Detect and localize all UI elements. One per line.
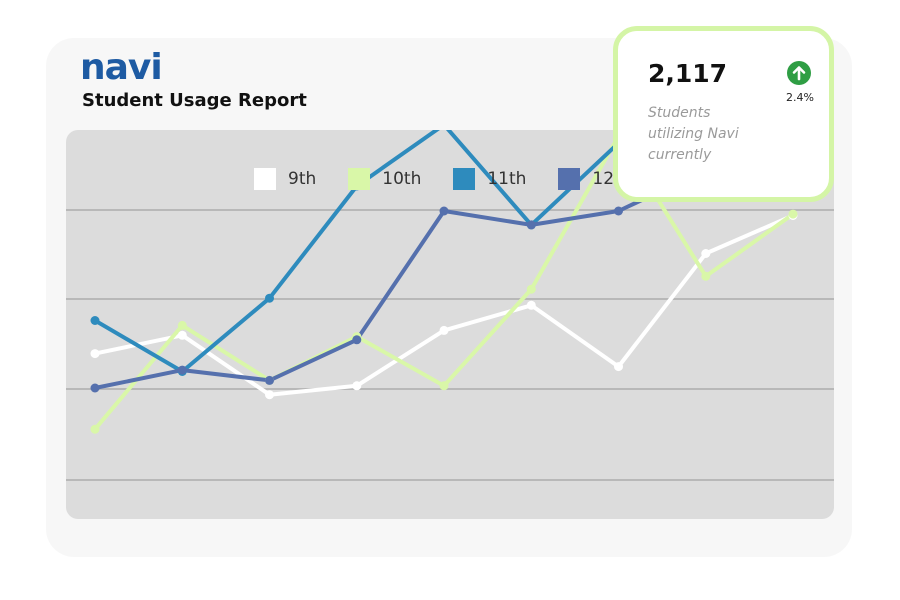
data-point-9th — [265, 390, 274, 400]
data-point-12th — [352, 335, 362, 345]
legend-item-11th: 11th — [453, 168, 526, 190]
legend-swatch — [348, 168, 371, 190]
navi-logo: navi — [80, 47, 163, 88]
data-point-11th — [90, 316, 100, 325]
data-point-10th — [90, 424, 100, 434]
chart-legend: 9th 10th 11th 12th — [254, 168, 632, 190]
legend-label: 9th — [288, 169, 317, 189]
student-count: 2,117 — [648, 59, 728, 88]
legend-label: 11th — [487, 169, 527, 189]
legend-swatch — [558, 168, 581, 190]
data-point-9th — [439, 325, 449, 335]
data-point-9th — [177, 330, 187, 340]
data-point-12th — [614, 206, 623, 216]
legend-swatch — [453, 168, 476, 190]
legend-label: 10th — [382, 169, 422, 189]
data-point-10th — [788, 209, 798, 219]
arrow-up-circle-icon — [787, 61, 811, 85]
data-point-12th — [439, 206, 449, 216]
series-line-11th — [93, 130, 795, 374]
data-point-12th — [90, 383, 100, 393]
legend-item-9th: 9th — [254, 168, 316, 190]
stat-card: 2,117 2.4% Students utilizing Navi curre… — [613, 26, 834, 202]
stat-caption: Students utilizing Navi currently — [648, 105, 739, 163]
data-point-11th — [265, 293, 274, 303]
legend-swatch — [254, 168, 276, 190]
data-point-10th — [701, 271, 711, 281]
data-point-9th — [90, 349, 100, 359]
data-point-9th — [701, 249, 711, 258]
data-point-9th — [526, 300, 536, 310]
data-point-12th — [526, 220, 536, 230]
data-point-9th — [614, 362, 623, 372]
data-point-12th — [177, 365, 187, 375]
legend-item-10th: 10th — [348, 168, 421, 190]
data-point-10th — [526, 284, 536, 294]
trend-percentage: 2.4% — [786, 91, 814, 104]
series-line-9th — [94, 213, 794, 397]
data-point-10th — [177, 320, 187, 330]
data-point-12th — [265, 375, 274, 385]
data-point-9th — [352, 381, 362, 391]
data-point-10th — [439, 381, 449, 391]
report-title: Student Usage Report — [82, 90, 307, 111]
